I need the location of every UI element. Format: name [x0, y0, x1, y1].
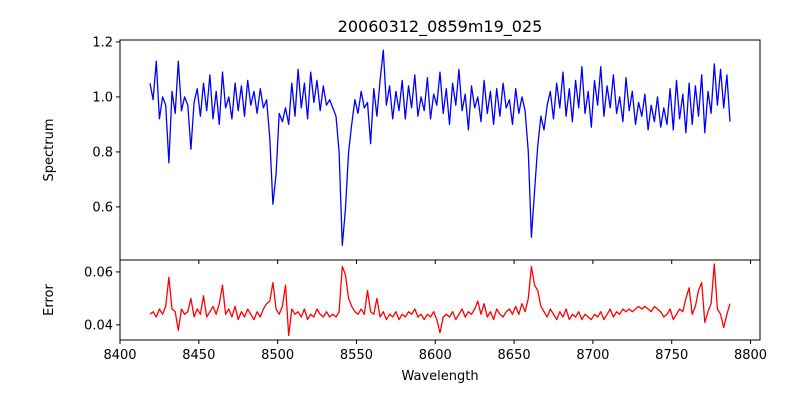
- y-tick-label: 1.0: [92, 90, 113, 105]
- x-axis-label: Wavelength: [401, 369, 478, 384]
- spectrum-line: [149, 49, 731, 247]
- spectrum-axes: 0.6 0.8 1.0 1.2: [92, 35, 761, 264]
- error-axes: 0.04 0.06 8400 8450 8500 8550 8600 8650 8700 8750…: [84, 259, 767, 363]
- y-tick-label: 1.2: [92, 35, 113, 50]
- axes-frame: [119, 259, 761, 341]
- y-tick-label: 0.8: [92, 145, 113, 160]
- chart-title: 20060312_0859m19_025: [338, 17, 543, 37]
- x-tick-label: 8400: [103, 348, 136, 363]
- y-tick-label: 0.6: [92, 200, 113, 215]
- error-line: [149, 263, 731, 337]
- x-tick-label: 8550: [340, 348, 373, 363]
- y-axis-label-spectrum: Spectrum: [42, 119, 57, 182]
- x-tick-label: 8500: [261, 348, 294, 363]
- x-tick-label: 8650: [498, 348, 531, 363]
- x-tick-label: 8800: [734, 348, 767, 363]
- x-tick-label: 8450: [182, 348, 215, 363]
- x-tick-label: 8750: [655, 348, 688, 363]
- x-tick-label: 8600: [419, 348, 452, 363]
- x-tick-label: 8700: [576, 348, 609, 363]
- y-tick-label: 0.04: [84, 318, 113, 333]
- y-axis-label-error: Error: [42, 284, 57, 316]
- y-tick-label: 0.06: [84, 265, 113, 280]
